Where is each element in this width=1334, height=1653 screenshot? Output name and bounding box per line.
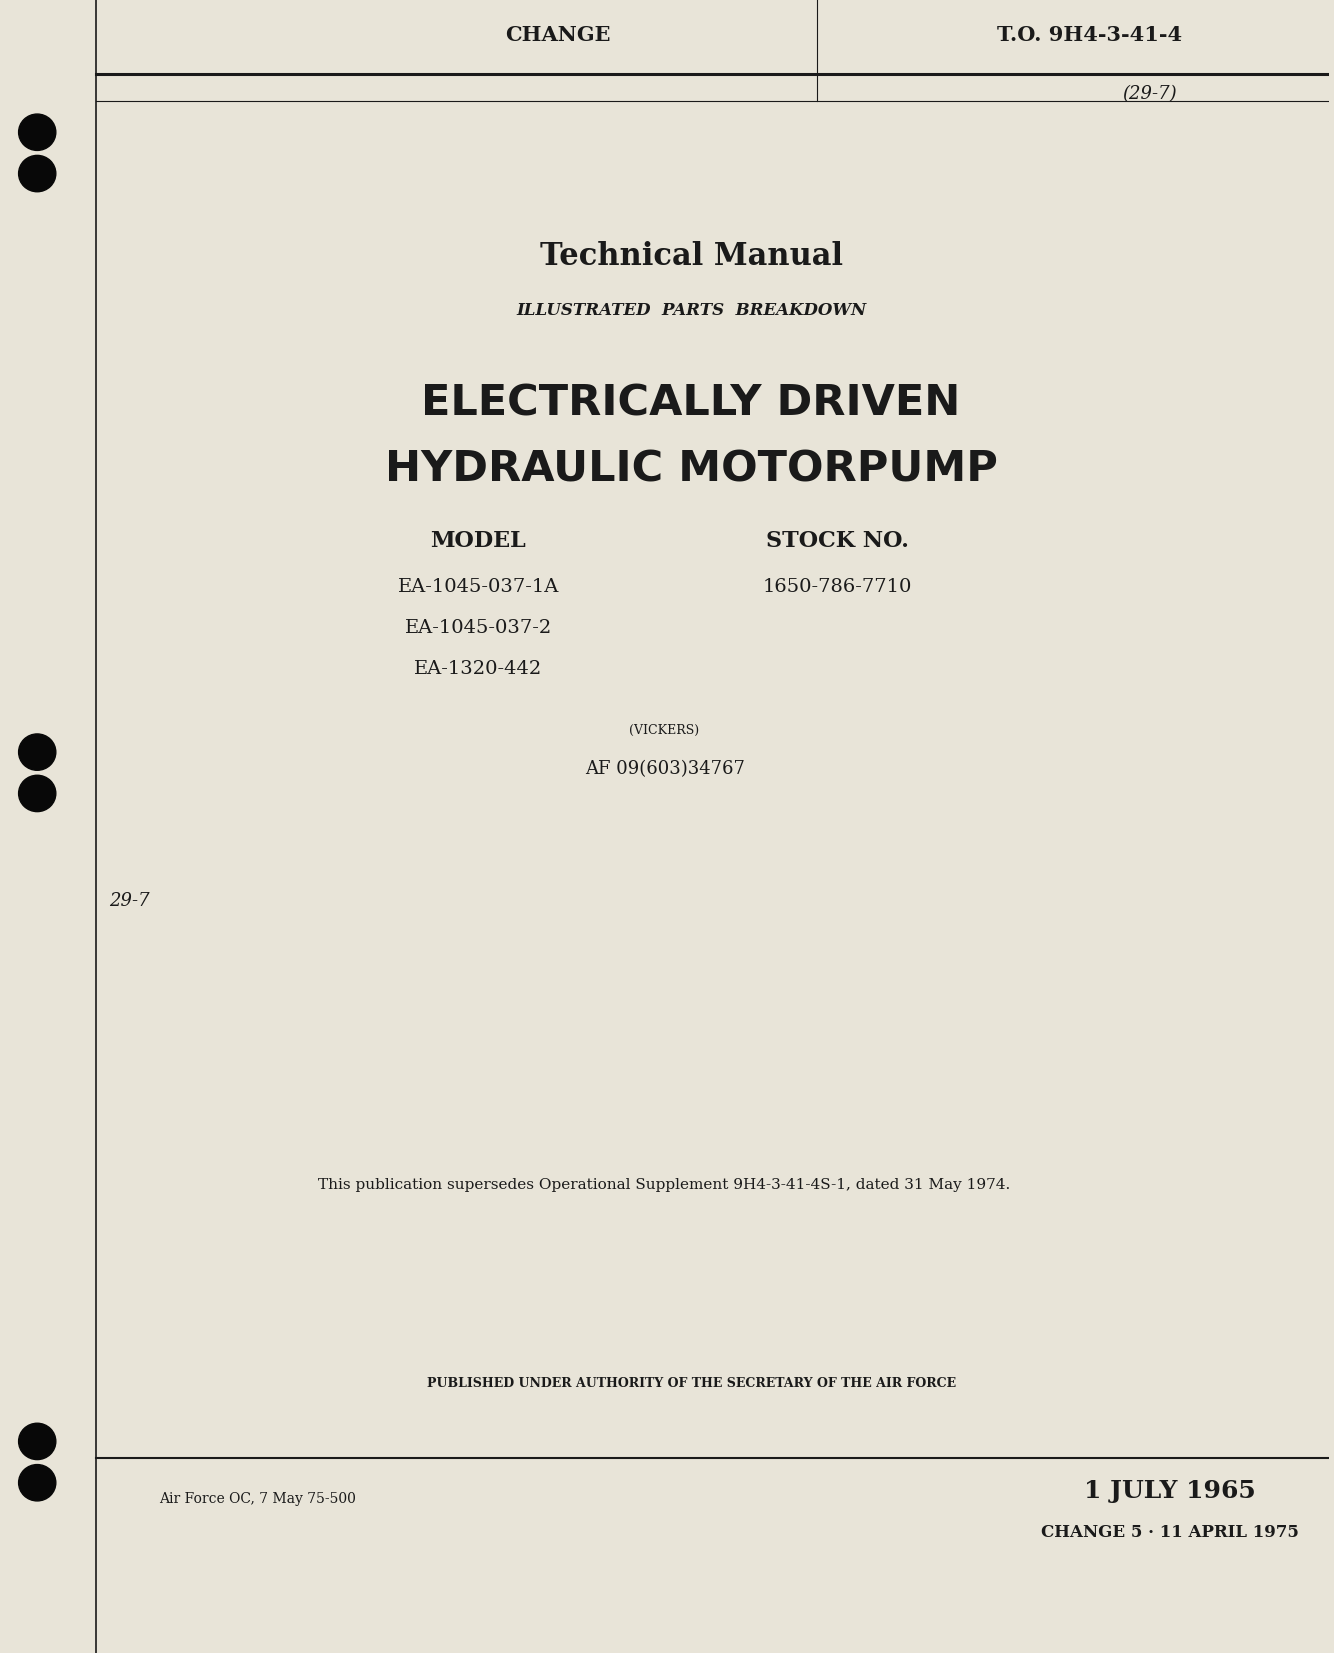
Text: (29-7): (29-7): [1122, 86, 1177, 102]
Text: Air Force OC, 7 May 75-500: Air Force OC, 7 May 75-500: [160, 1493, 356, 1506]
Text: EA-1320-442: EA-1320-442: [415, 661, 543, 678]
Ellipse shape: [19, 155, 56, 192]
Ellipse shape: [19, 775, 56, 812]
Text: EA-1045-037-2: EA-1045-037-2: [404, 620, 552, 636]
Text: Technical Manual: Technical Manual: [540, 241, 843, 271]
Ellipse shape: [19, 114, 56, 150]
Text: 29-7: 29-7: [109, 893, 149, 909]
Text: CHANGE 5 · 11 APRIL 1975: CHANGE 5 · 11 APRIL 1975: [1041, 1524, 1298, 1541]
Text: This publication supersedes Operational Supplement 9H4-3-41-4S-1, dated 31 May 1: This publication supersedes Operational …: [319, 1179, 1011, 1192]
Text: STOCK NO.: STOCK NO.: [766, 529, 908, 552]
Text: 1650-786-7710: 1650-786-7710: [763, 579, 912, 595]
Ellipse shape: [19, 734, 56, 770]
Text: EA-1045-037-1A: EA-1045-037-1A: [398, 579, 559, 595]
Text: CHANGE: CHANGE: [506, 25, 611, 45]
Text: AF 09(603)34767: AF 09(603)34767: [584, 760, 744, 777]
Text: (VICKERS): (VICKERS): [630, 724, 699, 737]
Text: ILLUSTRATED  PARTS  BREAKDOWN: ILLUSTRATED PARTS BREAKDOWN: [516, 302, 866, 319]
Ellipse shape: [19, 1465, 56, 1501]
Text: 1 JULY 1965: 1 JULY 1965: [1083, 1479, 1255, 1503]
Text: HYDRAULIC MOTORPUMP: HYDRAULIC MOTORPUMP: [384, 448, 998, 491]
Text: PUBLISHED UNDER AUTHORITY OF THE SECRETARY OF THE AIR FORCE: PUBLISHED UNDER AUTHORITY OF THE SECRETA…: [427, 1377, 955, 1390]
Text: MODEL: MODEL: [431, 529, 527, 552]
Text: ELECTRICALLY DRIVEN: ELECTRICALLY DRIVEN: [422, 382, 960, 425]
Text: T.O. 9H4-3-41-4: T.O. 9H4-3-41-4: [998, 25, 1182, 45]
Ellipse shape: [19, 1423, 56, 1460]
